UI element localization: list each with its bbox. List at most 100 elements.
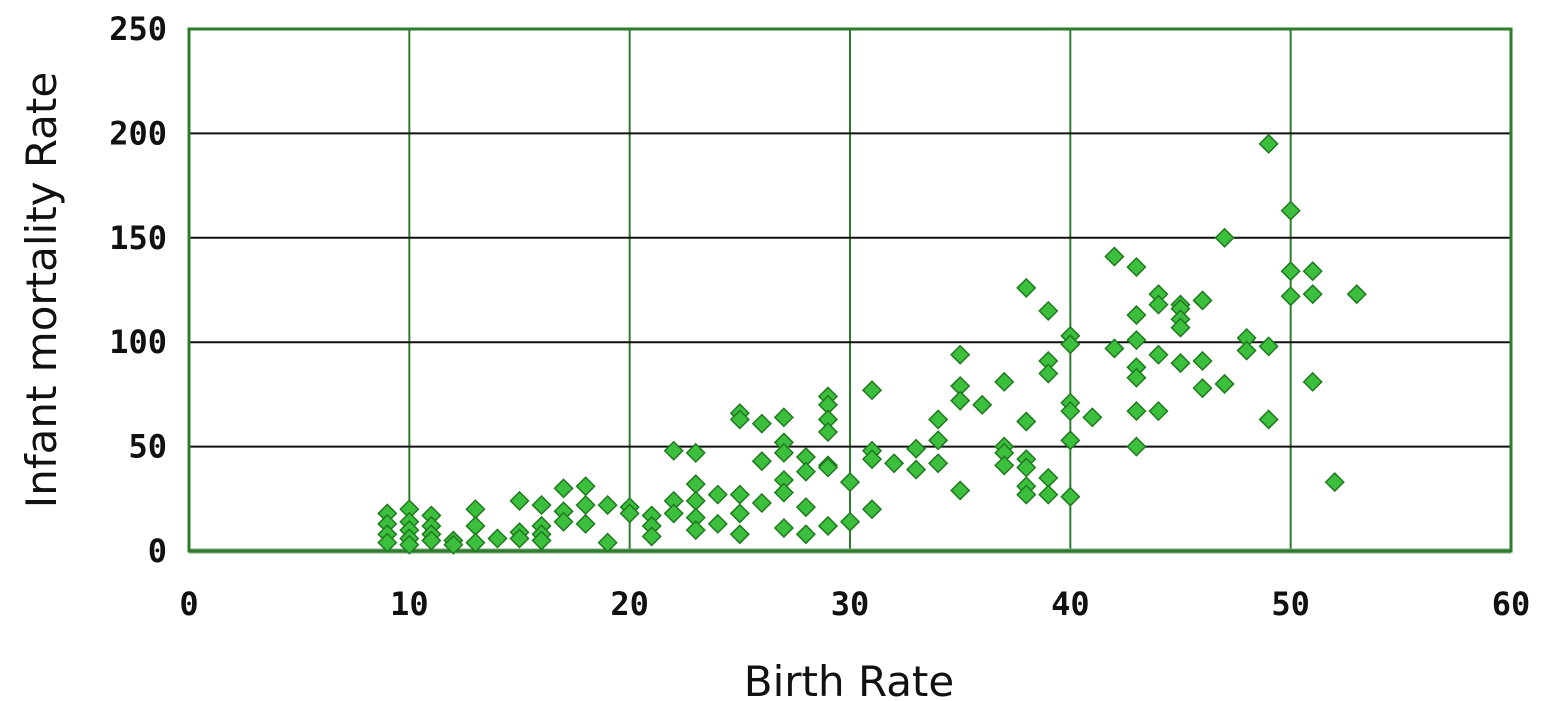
x-tick-label: 60: [1492, 585, 1531, 623]
data-point: [950, 344, 971, 365]
x-tick-label: 20: [610, 585, 649, 623]
data-point: [1148, 344, 1169, 365]
plot-area-frame: [187, 27, 1513, 553]
data-point: [619, 503, 640, 524]
tick-labels: 0 10 20 30 40 50 60 0 50 100 150 200 250: [109, 10, 1530, 623]
data-point: [1214, 227, 1235, 248]
data-point: [1038, 467, 1059, 488]
data-point: [1038, 363, 1059, 384]
data-point: [465, 532, 486, 553]
data-point: [641, 526, 662, 547]
data-point: [994, 455, 1015, 476]
data-point: [377, 532, 398, 553]
data-point: [773, 407, 794, 428]
data-point: [795, 461, 816, 482]
data-point: [1126, 401, 1147, 422]
data-point: [839, 472, 861, 493]
data-point: [597, 532, 618, 553]
data-point: [729, 409, 750, 430]
data-point: [1192, 290, 1213, 311]
data-point: [1016, 277, 1037, 298]
data-point: [795, 524, 816, 545]
data-point: [531, 530, 552, 551]
data-point: [950, 480, 971, 501]
data-point: [773, 442, 794, 463]
data-point: [553, 511, 574, 532]
x-axis-title: Birth Rate: [744, 657, 955, 701]
data-point: [1104, 246, 1125, 267]
data-point: [1060, 486, 1081, 507]
data-point: [663, 503, 684, 524]
data-point: [1038, 484, 1059, 505]
data-point: [751, 451, 772, 472]
data-point: [1060, 334, 1081, 355]
y-axis-title: Infant mortality Rate: [17, 72, 66, 508]
data-point: [707, 513, 728, 534]
y-tick-label: 50: [128, 428, 167, 466]
data-point: [553, 478, 574, 499]
y-tick-label: 0: [148, 532, 167, 570]
data-point: [795, 497, 816, 518]
data-point: [906, 438, 927, 459]
data-point: [817, 515, 839, 537]
data-point: [751, 492, 772, 514]
data-point: [575, 495, 596, 516]
data-point: [1258, 409, 1279, 430]
data-point: [1280, 286, 1301, 307]
data-point: [1170, 317, 1191, 338]
data-point: [861, 380, 883, 401]
y-tick-label: 200: [109, 114, 167, 152]
data-point: [1104, 338, 1125, 359]
data-point: [1126, 436, 1147, 457]
data-point: [839, 511, 861, 532]
data-point: [1302, 261, 1323, 282]
data-point: [707, 484, 728, 505]
data-point: [1082, 407, 1103, 428]
data-point: [487, 528, 508, 549]
data-point: [465, 515, 486, 537]
data-point: [663, 440, 684, 461]
data-point: [729, 484, 750, 505]
x-tick-label: 0: [179, 585, 198, 623]
data-point: [1148, 401, 1169, 422]
data-point: [906, 459, 927, 480]
data-point: [1126, 304, 1147, 326]
data-point: [1346, 284, 1367, 305]
x-tick-label: 30: [831, 585, 870, 623]
data-point: [972, 394, 993, 415]
data-point: [1324, 472, 1345, 493]
data-point: [861, 499, 883, 520]
data-point: [994, 371, 1015, 392]
data-point: [1060, 401, 1081, 422]
data-point: [1016, 484, 1037, 505]
data-point: [443, 534, 464, 555]
data-point: [950, 390, 971, 411]
data-point: [531, 495, 552, 516]
data-point: [928, 409, 949, 430]
data-point: [751, 413, 772, 434]
data-point: [1192, 350, 1213, 372]
data-point: [465, 499, 486, 520]
data-point: [685, 474, 706, 495]
data-point: [817, 457, 839, 478]
data-point: [1148, 294, 1169, 315]
data-point: [597, 495, 618, 516]
data-point: [685, 520, 706, 541]
data-point: [509, 528, 530, 549]
data-point: [729, 524, 750, 545]
data-point: [884, 453, 905, 474]
data-point: [1258, 133, 1279, 154]
data-point: [1170, 353, 1191, 374]
data-points: [377, 133, 1367, 555]
data-point: [421, 530, 442, 551]
data-point: [1126, 256, 1147, 278]
data-point: [1280, 200, 1301, 221]
data-point: [928, 430, 949, 451]
x-tick-label: 10: [390, 585, 429, 623]
data-point: [1280, 261, 1301, 282]
x-tick-label: 50: [1271, 585, 1310, 623]
y-tick-label: 150: [109, 219, 167, 257]
data-point: [399, 534, 420, 555]
data-point: [1236, 340, 1257, 361]
